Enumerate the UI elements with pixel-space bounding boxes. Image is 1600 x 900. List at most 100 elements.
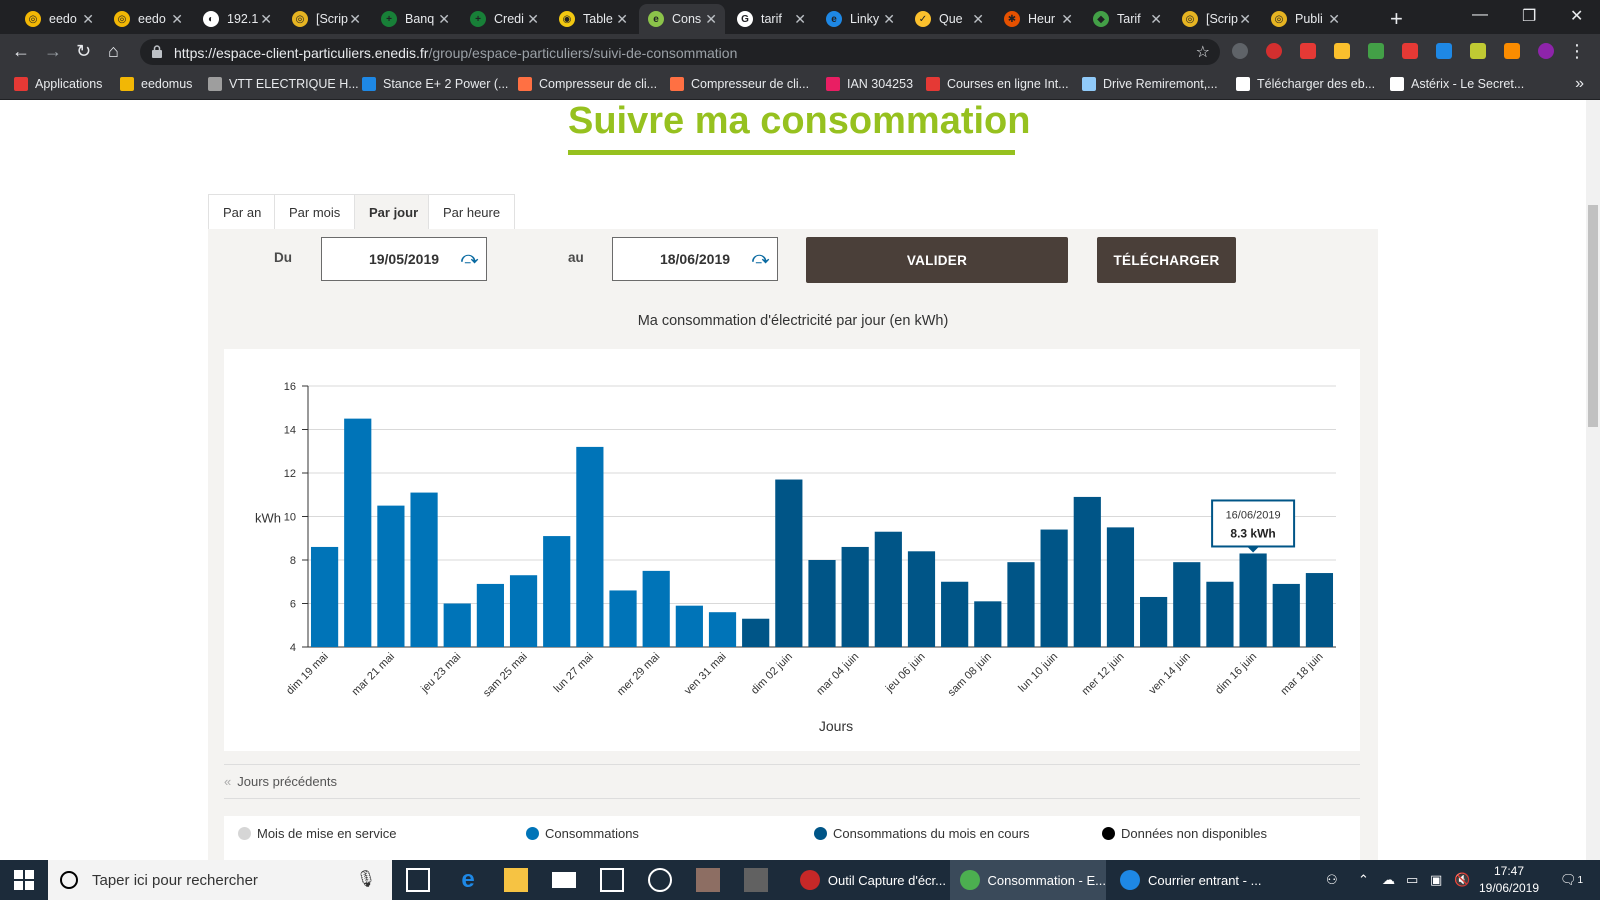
notification-icon[interactable]: 🗨 1	[1560, 872, 1584, 887]
mail-icon[interactable]	[552, 872, 576, 888]
validate-button[interactable]: VALIDER	[806, 237, 1068, 283]
close-window-icon[interactable]: ✕	[1570, 8, 1584, 25]
browser-tab[interactable]: ◉ Table ✕	[550, 4, 636, 34]
address-bar[interactable]: https://espace-client-particuliers.enedi…	[140, 39, 1220, 65]
battery-icon[interactable]: ▭	[1406, 872, 1419, 887]
network-icon[interactable]: ▣	[1430, 872, 1443, 887]
extension-icon[interactable]	[1368, 43, 1384, 59]
bookmark-item[interactable]: eedomus	[120, 77, 192, 91]
calculator-icon[interactable]	[600, 868, 624, 892]
bar	[1305, 573, 1334, 647]
calendar-icon[interactable]: ⤼	[751, 250, 769, 267]
browser-tab[interactable]: + Banq ✕	[372, 4, 458, 34]
extension-icon[interactable]	[1232, 43, 1248, 59]
browser-tab[interactable]: ◆ Tarif ✕	[1084, 4, 1170, 34]
bookmark-item[interactable]: Astérix - Le Secret...	[1390, 77, 1524, 91]
view-tab[interactable]: Par an	[208, 194, 277, 230]
volume-muted-icon[interactable]: 🔇	[1454, 872, 1471, 887]
onedrive-icon[interactable]: ☁	[1382, 872, 1395, 887]
close-icon[interactable]: ✕	[260, 10, 272, 27]
people-icon[interactable]: ⚇	[1326, 872, 1338, 887]
close-icon[interactable]: ✕	[349, 10, 361, 27]
extension-icon[interactable]	[1470, 43, 1486, 59]
close-icon[interactable]: ✕	[794, 10, 806, 27]
bookmark-item[interactable]: Compresseur de cli...	[518, 77, 657, 91]
back-icon[interactable]: ←	[12, 41, 30, 61]
browser-tab[interactable]: ✓ Que ✕	[906, 4, 992, 34]
close-icon[interactable]: ✕	[1150, 10, 1162, 27]
to-date-field[interactable]: 18/06/2019 ⤼	[612, 237, 778, 281]
taskbar-app[interactable]: Outil Capture d'écr...	[790, 860, 946, 900]
browser-tab[interactable]: ◎ eedo ✕	[16, 4, 102, 34]
close-icon[interactable]: ✕	[972, 10, 984, 27]
edge-icon[interactable]: e	[461, 866, 475, 893]
task-view-icon[interactable]	[406, 868, 430, 892]
close-icon[interactable]: ✕	[883, 10, 895, 27]
url-text[interactable]: https://espace-client-particuliers.enedi…	[174, 45, 738, 61]
view-tab[interactable]: Par heure	[428, 194, 516, 230]
view-tab[interactable]: Par mois	[274, 194, 356, 230]
drive-icon[interactable]	[1334, 43, 1350, 59]
previous-days-link[interactable]: «Jours précédents	[224, 774, 337, 789]
home-icon[interactable]: ⌂	[108, 41, 119, 61]
scrollbar-thumb[interactable]	[1588, 205, 1598, 427]
extension-icon[interactable]	[1504, 43, 1520, 59]
extension-icon[interactable]	[1436, 43, 1452, 59]
adblock-icon[interactable]	[1300, 43, 1316, 59]
close-icon[interactable]: ✕	[705, 10, 717, 27]
browser-tab[interactable]: ◐ 192.1 ✕	[194, 4, 280, 34]
close-icon[interactable]: ✕	[616, 10, 628, 27]
extension-icon[interactable]	[1266, 43, 1282, 59]
app-icon[interactable]	[696, 868, 720, 892]
menu-icon[interactable]: ⋮	[1568, 41, 1586, 61]
windows-start-icon[interactable]	[12, 868, 36, 892]
bookmark-item[interactable]: IAN 304253	[826, 77, 913, 91]
close-icon[interactable]: ✕	[1239, 10, 1251, 27]
new-tab-button[interactable]: +	[1390, 6, 1403, 31]
taskbar-app[interactable]: Courrier entrant - ...	[1110, 860, 1266, 900]
close-icon[interactable]: ✕	[171, 10, 183, 27]
close-icon[interactable]: ✕	[527, 10, 539, 27]
close-icon[interactable]: ✕	[438, 10, 450, 27]
taskbar-app[interactable]: Consommation - E...	[950, 860, 1106, 900]
forward-icon[interactable]: →	[44, 41, 62, 61]
bookmark-star-icon[interactable]: ☆	[1195, 44, 1210, 61]
bookmark-item[interactable]: Applications	[14, 77, 102, 91]
browser-tab[interactable]: e Linky ✕	[817, 4, 903, 34]
minimize-icon[interactable]: —	[1472, 6, 1488, 23]
restore-icon[interactable]: ❐	[1522, 8, 1537, 25]
taskbar-clock[interactable]: 17:47 19/06/2019	[1474, 863, 1544, 897]
microphone-icon[interactable]: 🎙	[355, 871, 376, 888]
browser-tab[interactable]: ✱ Heur ✕	[995, 4, 1081, 34]
bookmark-item[interactable]: Compresseur de cli...	[670, 77, 809, 91]
browser-tab[interactable]: + Credi ✕	[461, 4, 547, 34]
app-icon[interactable]	[744, 868, 768, 892]
browser-tab[interactable]: ◎ [Scrip ✕	[1173, 4, 1259, 34]
view-tab[interactable]: Par jour	[354, 194, 434, 230]
browser-tab[interactable]: e Cons ✕	[639, 4, 725, 34]
bookmark-item[interactable]: Drive Remiremont,...	[1082, 77, 1218, 91]
extension-icon[interactable]	[1402, 43, 1418, 59]
reload-icon[interactable]: ↻	[76, 41, 92, 61]
file-explorer-icon[interactable]	[504, 868, 528, 892]
bookmark-item[interactable]: Stance E+ 2 Power (...	[362, 77, 508, 91]
app-icon[interactable]	[648, 868, 672, 892]
taskbar-search[interactable]: Taper ici pour rechercher 🎙	[48, 860, 392, 900]
avatar[interactable]	[1538, 43, 1554, 59]
from-date-field[interactable]: 19/05/2019 ⤼	[321, 237, 487, 281]
browser-tab[interactable]: ◎ Publi ✕	[1262, 4, 1348, 34]
close-icon[interactable]: ✕	[82, 10, 94, 27]
download-button[interactable]: TÉLÉCHARGER	[1097, 237, 1236, 283]
close-icon[interactable]: ✕	[1061, 10, 1073, 27]
bookmarks-overflow-icon[interactable]: »	[1575, 75, 1584, 92]
calendar-icon[interactable]: ⤼	[460, 250, 478, 267]
browser-tab[interactable]: ◎ eedo ✕	[105, 4, 191, 34]
browser-tab[interactable]: ◎ [Scrip ✕	[283, 4, 369, 34]
close-icon[interactable]: ✕	[1328, 10, 1340, 27]
bookmark-item[interactable]: Télécharger des eb...	[1236, 77, 1375, 91]
bookmark-item[interactable]: Courses en ligne Int...	[926, 77, 1069, 91]
bookmark-item[interactable]: VTT ELECTRIQUE H...	[208, 77, 359, 91]
chevron-up-icon[interactable]: ⌃	[1358, 872, 1369, 887]
scrollbar[interactable]	[1586, 100, 1600, 860]
